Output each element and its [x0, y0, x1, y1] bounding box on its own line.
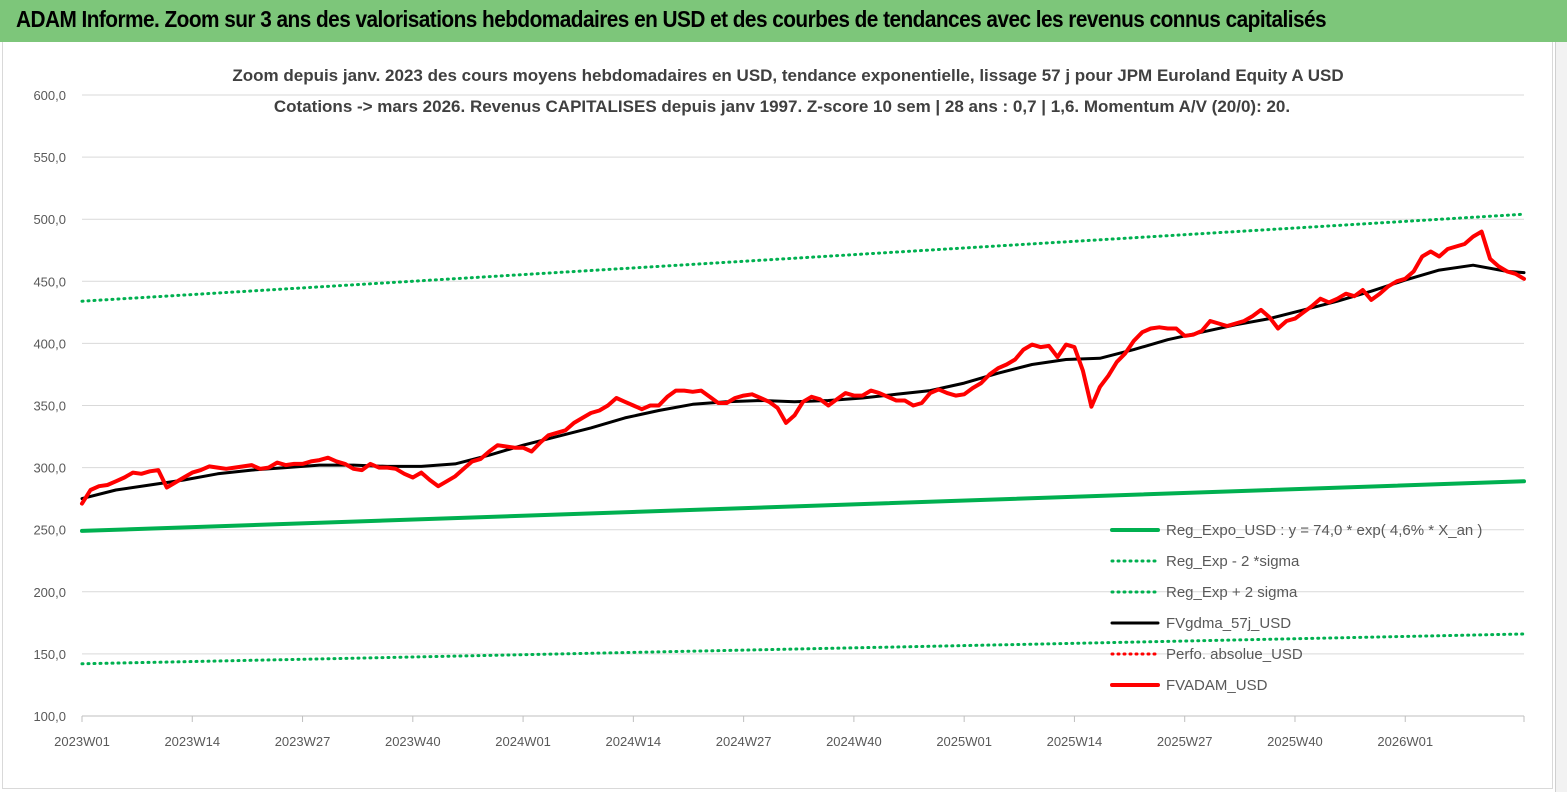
x-tick-label: 2025W14: [1047, 734, 1103, 749]
y-tick-label: 400,0: [33, 336, 66, 351]
series-lines: [80, 212, 1526, 666]
x-tick-label: 2025W27: [1157, 734, 1213, 749]
axes: [82, 715, 1525, 722]
series-line-0: [80, 479, 1526, 533]
y-tick-label: 550,0: [33, 150, 66, 165]
x-tick-label: 2023W01: [54, 734, 110, 749]
chart-title-line-1: Zoom depuis janv. 2023 des cours moyens …: [232, 66, 1343, 85]
x-tick-label: 2024W01: [495, 734, 551, 749]
page-title: ADAM Informe. Zoom sur 3 ans des valoris…: [16, 6, 1327, 32]
legend: Reg_Expo_USD : y = 74,0 * exp( 4,6% * X_…: [1110, 522, 1482, 694]
y-tick-label: 350,0: [33, 399, 66, 414]
x-tick-label: 2026W01: [1377, 734, 1433, 749]
x-tick-label: 2023W27: [275, 734, 331, 749]
y-tick-label: 300,0: [33, 461, 66, 476]
x-tick-label: 2023W14: [164, 734, 220, 749]
series-line-3: [80, 263, 1526, 501]
header-band: [0, 0, 1567, 42]
y-tick-label: 450,0: [33, 274, 66, 289]
y-tick-label: 600,0: [33, 88, 66, 103]
legend-entry: FVgdma_57j_USD: [1166, 615, 1291, 632]
y-tick-label: 250,0: [33, 523, 66, 538]
legend-entry: Reg_Expo_USD : y = 74,0 * exp( 4,6% * X_…: [1166, 522, 1482, 539]
x-tick-label: 2025W40: [1267, 734, 1323, 749]
series-line-1: [80, 632, 1526, 666]
x-tick-label: 2024W27: [716, 734, 772, 749]
legend-entry: Reg_Exp + 2 sigma: [1166, 584, 1298, 601]
y-tick-label: 100,0: [33, 709, 66, 724]
x-tick-label: 2024W40: [826, 734, 882, 749]
x-tick-label: 2025W01: [936, 734, 992, 749]
x-tick-label: 2023W40: [385, 734, 441, 749]
chart-frame: [2, 42, 1553, 789]
series-line-2: [80, 212, 1526, 303]
right-scroll-edge: [1555, 42, 1567, 792]
x-tick-label: 2024W14: [606, 734, 662, 749]
legend-entry: Perfo. absolue_USD: [1166, 646, 1303, 663]
y-axis-ticks: 100,0 150,0 200,0 250,0 300,0 350,0 400,0 450,0…: [33, 88, 66, 724]
y-tick-label: 150,0: [33, 647, 66, 662]
chart-title-line-2: Cotations -> mars 2026. Revenus CAPITALI…: [274, 97, 1290, 116]
legend-entry: FVADAM_USD: [1166, 677, 1268, 694]
x-axis-ticks: 2023W01 2023W14 2023W27 2023W40 2024W01 2024W…: [54, 716, 1433, 749]
y-tick-label: 500,0: [33, 212, 66, 227]
y-tick-label: 200,0: [33, 585, 66, 600]
series-line-5: [80, 229, 1526, 506]
legend-entry: Reg_Exp - 2 *sigma: [1166, 553, 1300, 570]
